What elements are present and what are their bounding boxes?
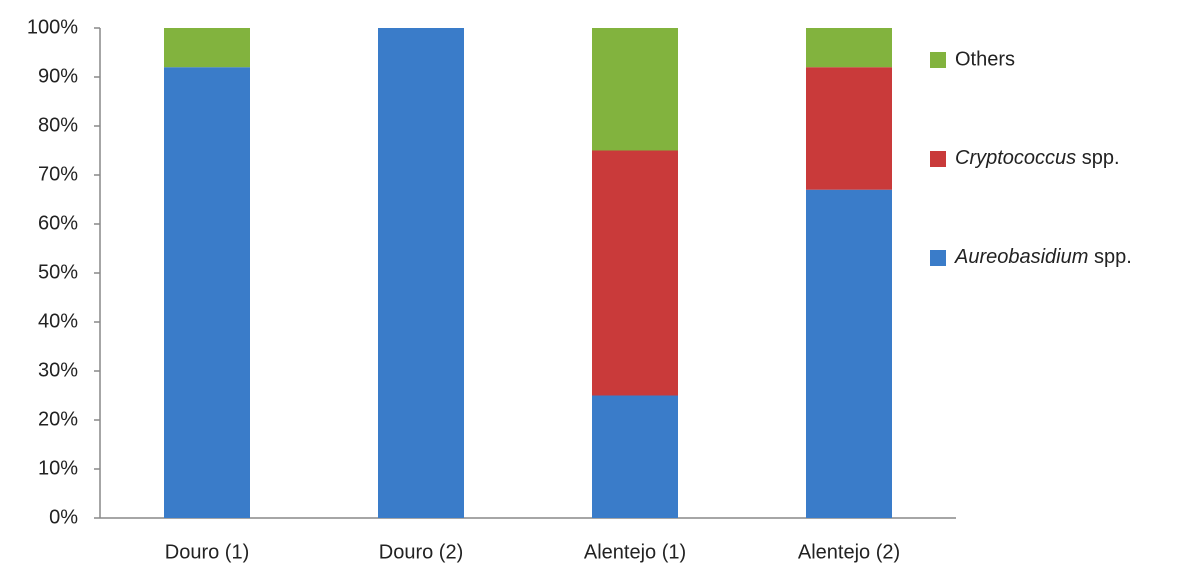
bar-segment <box>806 28 892 68</box>
bar-segment <box>806 67 892 190</box>
bar-segment <box>164 67 250 518</box>
bar-segment <box>164 28 250 68</box>
legend-swatch <box>930 151 946 167</box>
legend-swatch <box>930 52 946 68</box>
y-tick-label: 40% <box>38 310 78 332</box>
y-tick-label: 90% <box>38 65 78 87</box>
x-tick-label: Alentejo (1) <box>584 541 686 563</box>
legend-label: Others <box>955 48 1015 70</box>
x-tick-label: Douro (1) <box>165 541 249 563</box>
y-tick-label: 30% <box>38 359 78 381</box>
legend-swatch <box>930 250 946 266</box>
y-tick-label: 100% <box>27 16 78 38</box>
bar-segment <box>806 189 892 518</box>
x-tick-label: Alentejo (2) <box>798 541 900 563</box>
y-tick-label: 80% <box>38 114 78 136</box>
x-tick-label: Douro (2) <box>379 541 463 563</box>
y-tick-label: 50% <box>38 261 78 283</box>
y-tick-label: 20% <box>38 408 78 430</box>
legend-label: Cryptococcus spp. <box>955 147 1120 169</box>
y-tick-label: 60% <box>38 212 78 234</box>
bar-segment <box>592 150 678 396</box>
y-tick-label: 10% <box>38 457 78 479</box>
y-tick-label: 0% <box>49 506 78 528</box>
bar-segment <box>592 395 678 518</box>
bar-segment <box>378 28 464 518</box>
y-tick-label: 70% <box>38 163 78 185</box>
legend-label: Aureobasidium spp. <box>954 246 1132 268</box>
bar-segment <box>592 28 678 151</box>
